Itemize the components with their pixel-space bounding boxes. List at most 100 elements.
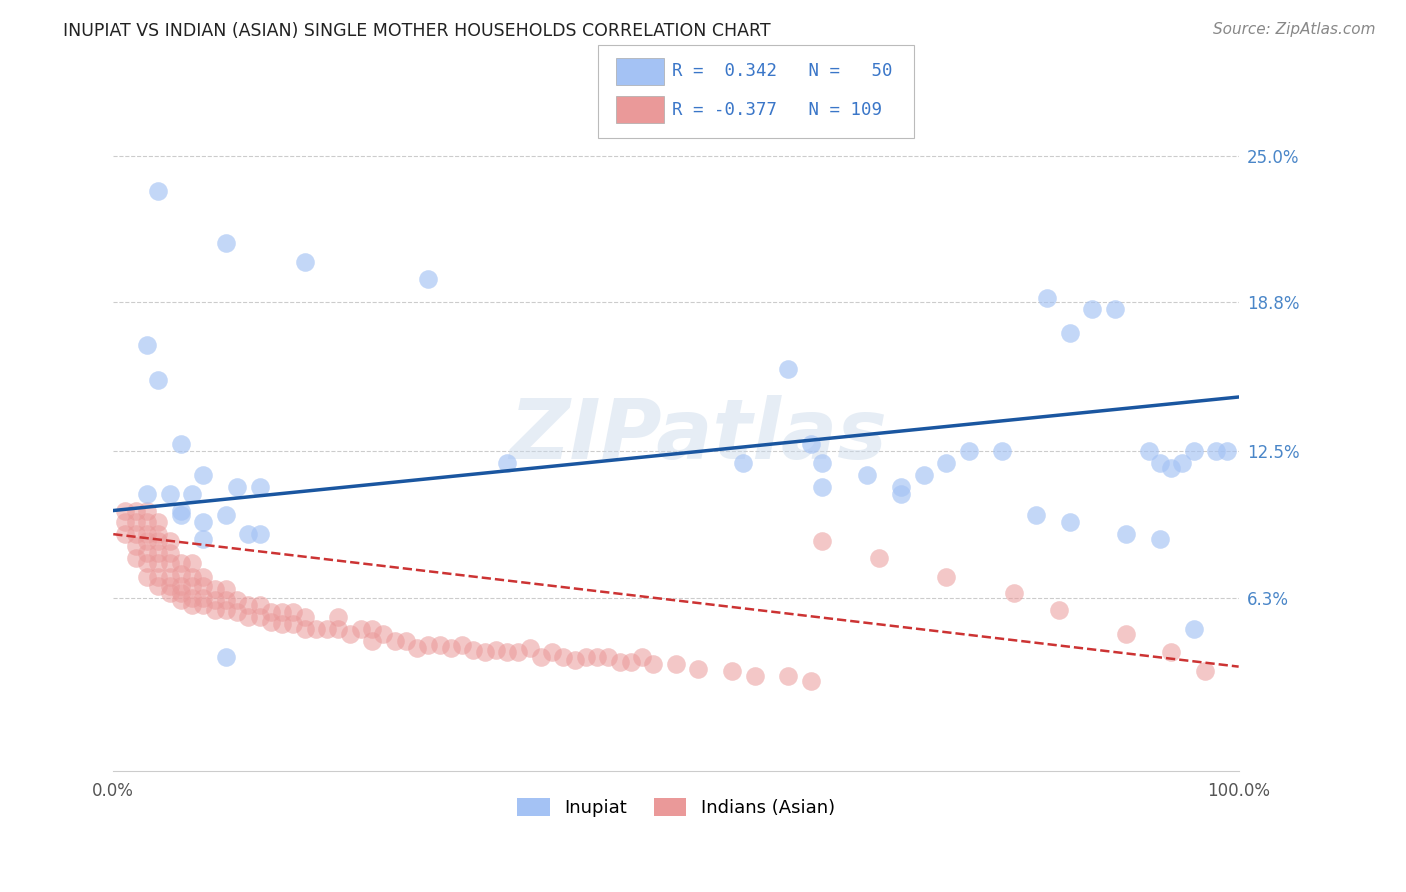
Point [868, 550, 890, 565]
Point [328, 610, 350, 624]
Point [575, 650, 598, 665]
Point [271, 605, 294, 619]
Point [935, 456, 957, 470]
Point [733, 456, 755, 470]
Point [170, 567, 193, 582]
Point [530, 650, 553, 665]
Point [136, 527, 159, 541]
Point [1171, 456, 1194, 470]
Point [181, 570, 204, 584]
Point [1047, 603, 1070, 617]
Point [136, 570, 159, 584]
Point [912, 468, 935, 483]
Point [238, 598, 260, 612]
Point [811, 456, 834, 470]
Point [193, 532, 215, 546]
Point [215, 508, 238, 523]
Point [1160, 461, 1182, 475]
Point [294, 610, 316, 624]
Point [136, 503, 159, 517]
Point [1115, 527, 1137, 541]
Point [553, 650, 575, 665]
Point [170, 508, 193, 523]
Point [204, 593, 226, 607]
Point [170, 579, 193, 593]
Point [181, 556, 204, 570]
Point [148, 546, 170, 560]
Point [238, 527, 260, 541]
Point [586, 650, 609, 665]
Point [136, 546, 159, 560]
Text: ZIPatlas: ZIPatlas [509, 395, 887, 476]
Point [136, 534, 159, 549]
Point [721, 665, 744, 679]
Point [800, 673, 823, 688]
Point [204, 582, 226, 596]
Point [418, 638, 440, 652]
Point [361, 633, 384, 648]
Point [148, 374, 170, 388]
Point [1205, 444, 1227, 458]
Point [215, 582, 238, 596]
Point [159, 556, 181, 570]
Point [283, 617, 305, 632]
Point [496, 645, 519, 659]
Text: R = -0.377   N = 109: R = -0.377 N = 109 [672, 101, 882, 119]
Point [1081, 302, 1104, 317]
Point [159, 579, 181, 593]
Point [136, 487, 159, 501]
Point [125, 539, 148, 553]
Point [474, 645, 496, 659]
Point [957, 444, 980, 458]
Point [170, 593, 193, 607]
Point [890, 487, 912, 501]
Point [519, 640, 541, 655]
Point [260, 615, 283, 629]
Point [1104, 302, 1126, 317]
Point [193, 516, 215, 530]
Point [350, 622, 373, 636]
Point [249, 598, 271, 612]
Point [193, 591, 215, 605]
Point [688, 662, 710, 676]
Point [598, 650, 620, 665]
Point [1194, 665, 1216, 679]
Point [1182, 444, 1205, 458]
Point [125, 550, 148, 565]
Point [631, 650, 654, 665]
Point [1036, 291, 1059, 305]
Point [181, 487, 204, 501]
Point [148, 579, 170, 593]
Point [1059, 516, 1081, 530]
Point [1160, 645, 1182, 659]
Point [193, 570, 215, 584]
Point [1137, 444, 1160, 458]
Point [249, 527, 271, 541]
Point [125, 516, 148, 530]
Point [935, 570, 957, 584]
Point [811, 534, 834, 549]
Point [204, 603, 226, 617]
Point [1149, 456, 1171, 470]
Point [451, 638, 474, 652]
Point [294, 622, 316, 636]
Point [136, 516, 159, 530]
Point [136, 556, 159, 570]
Point [485, 643, 508, 657]
Point [148, 556, 170, 570]
Point [800, 437, 823, 451]
Point [148, 570, 170, 584]
Point [373, 626, 395, 640]
Point [429, 638, 451, 652]
Point [811, 480, 834, 494]
Point [991, 444, 1014, 458]
Point [159, 534, 181, 549]
Point [294, 255, 316, 269]
Point [271, 617, 294, 632]
Point [226, 593, 249, 607]
Point [114, 503, 136, 517]
Point [215, 236, 238, 251]
Point [384, 633, 406, 648]
Point [890, 480, 912, 494]
Point [170, 437, 193, 451]
